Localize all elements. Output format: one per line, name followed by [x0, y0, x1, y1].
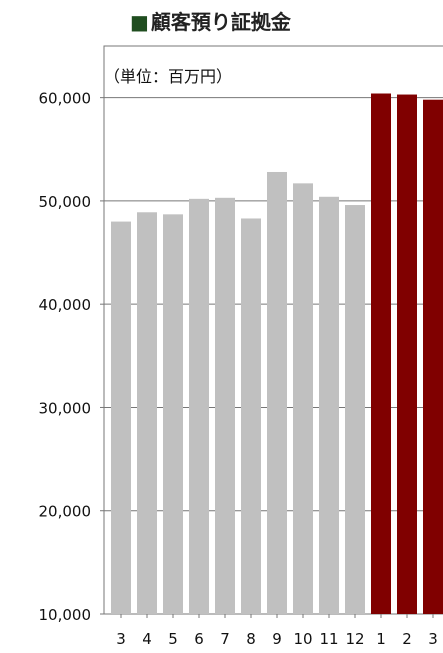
bars	[111, 93, 443, 615]
bar	[111, 221, 131, 614]
y-tick-label: 30,000	[39, 399, 92, 417]
x-tick-label: 1	[376, 630, 386, 648]
bar	[241, 218, 261, 614]
x-tick-label: 12	[345, 630, 364, 648]
title-marker-icon: ■	[130, 10, 149, 34]
y-tick-label: 40,000	[39, 296, 92, 314]
bar	[293, 183, 313, 614]
y-tick-label: 60,000	[39, 90, 92, 108]
x-tick-label: 11	[319, 630, 338, 648]
chart-title: ■ 顧客預り証拠金	[130, 6, 443, 35]
bar	[267, 171, 287, 614]
x-tick-label: 2	[402, 630, 412, 648]
x-axis-ticks: 3 4 5 6 7 8 9 10 11 12 1 2 3	[116, 614, 438, 648]
bar	[137, 212, 157, 614]
bar	[215, 197, 235, 614]
bar	[397, 94, 417, 614]
x-tick-label: 7	[220, 630, 230, 648]
bar	[371, 93, 391, 615]
bar	[345, 205, 365, 615]
y-tick-label: 10,000	[39, 606, 92, 624]
y-axis-ticks: 10,000 20,000 30,000 40,000 50,000 60,000	[39, 90, 104, 624]
bar	[189, 198, 209, 615]
bar	[423, 99, 443, 614]
x-tick-label: 10	[293, 630, 312, 648]
x-tick-label: 6	[194, 630, 204, 648]
unit-label: （単位：百万円）	[104, 67, 232, 86]
y-tick-label: 50,000	[39, 193, 92, 211]
x-tick-label: 8	[246, 630, 256, 648]
x-tick-label: 4	[142, 630, 152, 648]
chart-title-text: 顧客預り証拠金	[150, 10, 291, 34]
x-tick-label: 5	[168, 630, 178, 648]
x-tick-label: 3	[116, 630, 126, 648]
x-tick-label: 3	[428, 630, 438, 648]
bar	[319, 196, 339, 614]
y-tick-label: 20,000	[39, 503, 92, 521]
bar	[163, 214, 183, 615]
x-tick-label: 9	[272, 630, 282, 648]
